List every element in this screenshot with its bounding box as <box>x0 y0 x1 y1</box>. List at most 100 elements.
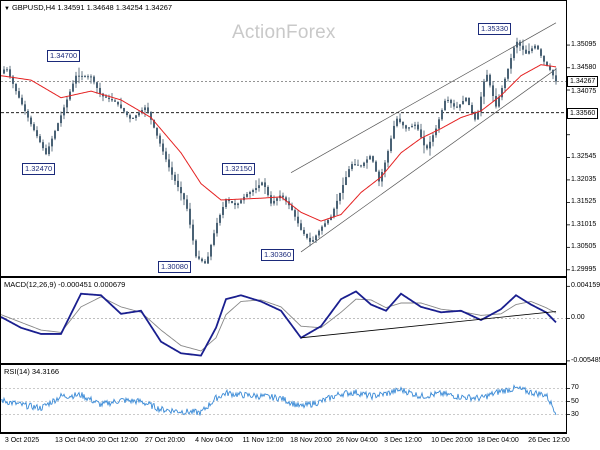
candle-body <box>81 75 83 77</box>
candle-body <box>360 165 362 167</box>
price-tick-label: 1.35095 <box>571 41 597 49</box>
candle-body <box>51 138 53 147</box>
candle-body <box>57 123 59 131</box>
candle-body <box>330 216 332 221</box>
candle-body <box>105 96 107 98</box>
candle-body <box>324 223 326 227</box>
candle-body <box>519 41 521 46</box>
candle-body <box>444 100 446 111</box>
candle-body <box>201 258 203 262</box>
candle-body <box>231 201 233 204</box>
candle-body <box>369 156 371 160</box>
level-price-tag: 1.33560 <box>567 107 599 119</box>
candle-body <box>30 117 32 125</box>
candle-body <box>480 96 482 112</box>
candle-body <box>318 230 320 236</box>
candle-body <box>300 223 302 230</box>
candle-body <box>129 115 131 119</box>
candle-body <box>405 125 407 129</box>
candle-body <box>327 220 329 224</box>
candle-body <box>477 111 479 120</box>
candle-body <box>417 124 419 130</box>
candle-body <box>6 69 8 71</box>
candle-body <box>108 97 110 100</box>
candle-body <box>216 222 218 234</box>
ohlc-values: 1.34591 1.34648 1.34254 1.34267 <box>57 3 173 12</box>
candle-body <box>204 261 206 264</box>
channel-lower-line <box>300 68 557 253</box>
candle-body <box>150 111 152 120</box>
candle-body <box>411 125 413 128</box>
candle-body <box>423 137 425 146</box>
moving-average-line <box>0 64 557 222</box>
candle-body <box>171 167 173 175</box>
macd-trendline <box>300 311 557 339</box>
candle-body <box>294 210 296 217</box>
candle-body <box>222 207 224 215</box>
candle-body <box>336 200 338 209</box>
candle-body <box>333 208 335 217</box>
price-tick-label: 1.31525 <box>571 198 597 206</box>
candle-body <box>393 125 395 139</box>
candle-body <box>438 119 440 129</box>
rsi-tick-label: 70 <box>571 384 579 392</box>
candle-body <box>399 118 401 122</box>
candle-body <box>471 105 473 113</box>
candle-body <box>159 135 161 144</box>
candle-body <box>234 203 236 206</box>
candle-body <box>213 233 215 245</box>
candle-body <box>342 184 344 193</box>
candle-body <box>513 47 515 59</box>
candle-body <box>261 182 263 186</box>
callout-1-30080: 1.30080 <box>158 261 192 274</box>
macd-tick-label: 0.00 <box>571 314 585 322</box>
candle-body <box>450 99 452 104</box>
candle-body <box>207 256 209 264</box>
candle-body <box>183 193 185 200</box>
candle-body <box>48 146 50 155</box>
candle-body <box>33 124 35 131</box>
candle-body <box>537 45 539 50</box>
price-tick-label: 1.29995 <box>571 265 597 273</box>
candle-body <box>441 110 443 120</box>
candle-body <box>468 97 470 105</box>
candle-body <box>162 143 164 152</box>
candle-body <box>426 145 428 149</box>
candle-body <box>501 88 503 98</box>
candle-body <box>267 186 269 196</box>
price-tick-label: 1.32035 <box>571 175 597 183</box>
candle-body <box>75 75 77 84</box>
callout-high-1-35330: 1.35330 <box>478 22 512 35</box>
x-tick-label: 18 Nov 20:00 <box>290 437 332 444</box>
candle-body <box>387 151 389 163</box>
candle-body <box>114 100 116 102</box>
candle-body <box>486 74 488 82</box>
candle-body <box>120 104 122 109</box>
symbol-header: ▼ GBPUSD,H4 1.34591 1.34648 1.34254 1.342… <box>4 3 172 12</box>
candle-body <box>390 138 392 152</box>
x-tick-label: 13 Oct 04:00 <box>54 437 96 444</box>
candle-body <box>459 104 461 108</box>
candle-body <box>429 141 431 149</box>
candle-body <box>66 99 68 108</box>
price-tick-label: 1.31015 <box>571 220 597 228</box>
candle-body <box>474 112 476 120</box>
candle-body <box>174 174 176 181</box>
rsi-panel <box>0 384 566 416</box>
candle-body <box>141 110 143 113</box>
rsi-line <box>0 384 557 416</box>
candle-body <box>348 169 350 178</box>
candle-body <box>351 164 353 170</box>
candle-body <box>3 69 5 74</box>
candle-body <box>180 187 182 194</box>
candle-body <box>54 130 56 139</box>
macd-line <box>0 290 557 357</box>
candle-body <box>483 81 485 97</box>
candle-body <box>555 75 557 82</box>
collapse-triangle-icon[interactable]: ▼ <box>4 6 10 12</box>
candle-body <box>123 108 125 112</box>
candle-body <box>306 233 308 238</box>
candle-body <box>12 76 14 84</box>
candle-body <box>84 76 86 78</box>
candle-body <box>315 235 317 241</box>
